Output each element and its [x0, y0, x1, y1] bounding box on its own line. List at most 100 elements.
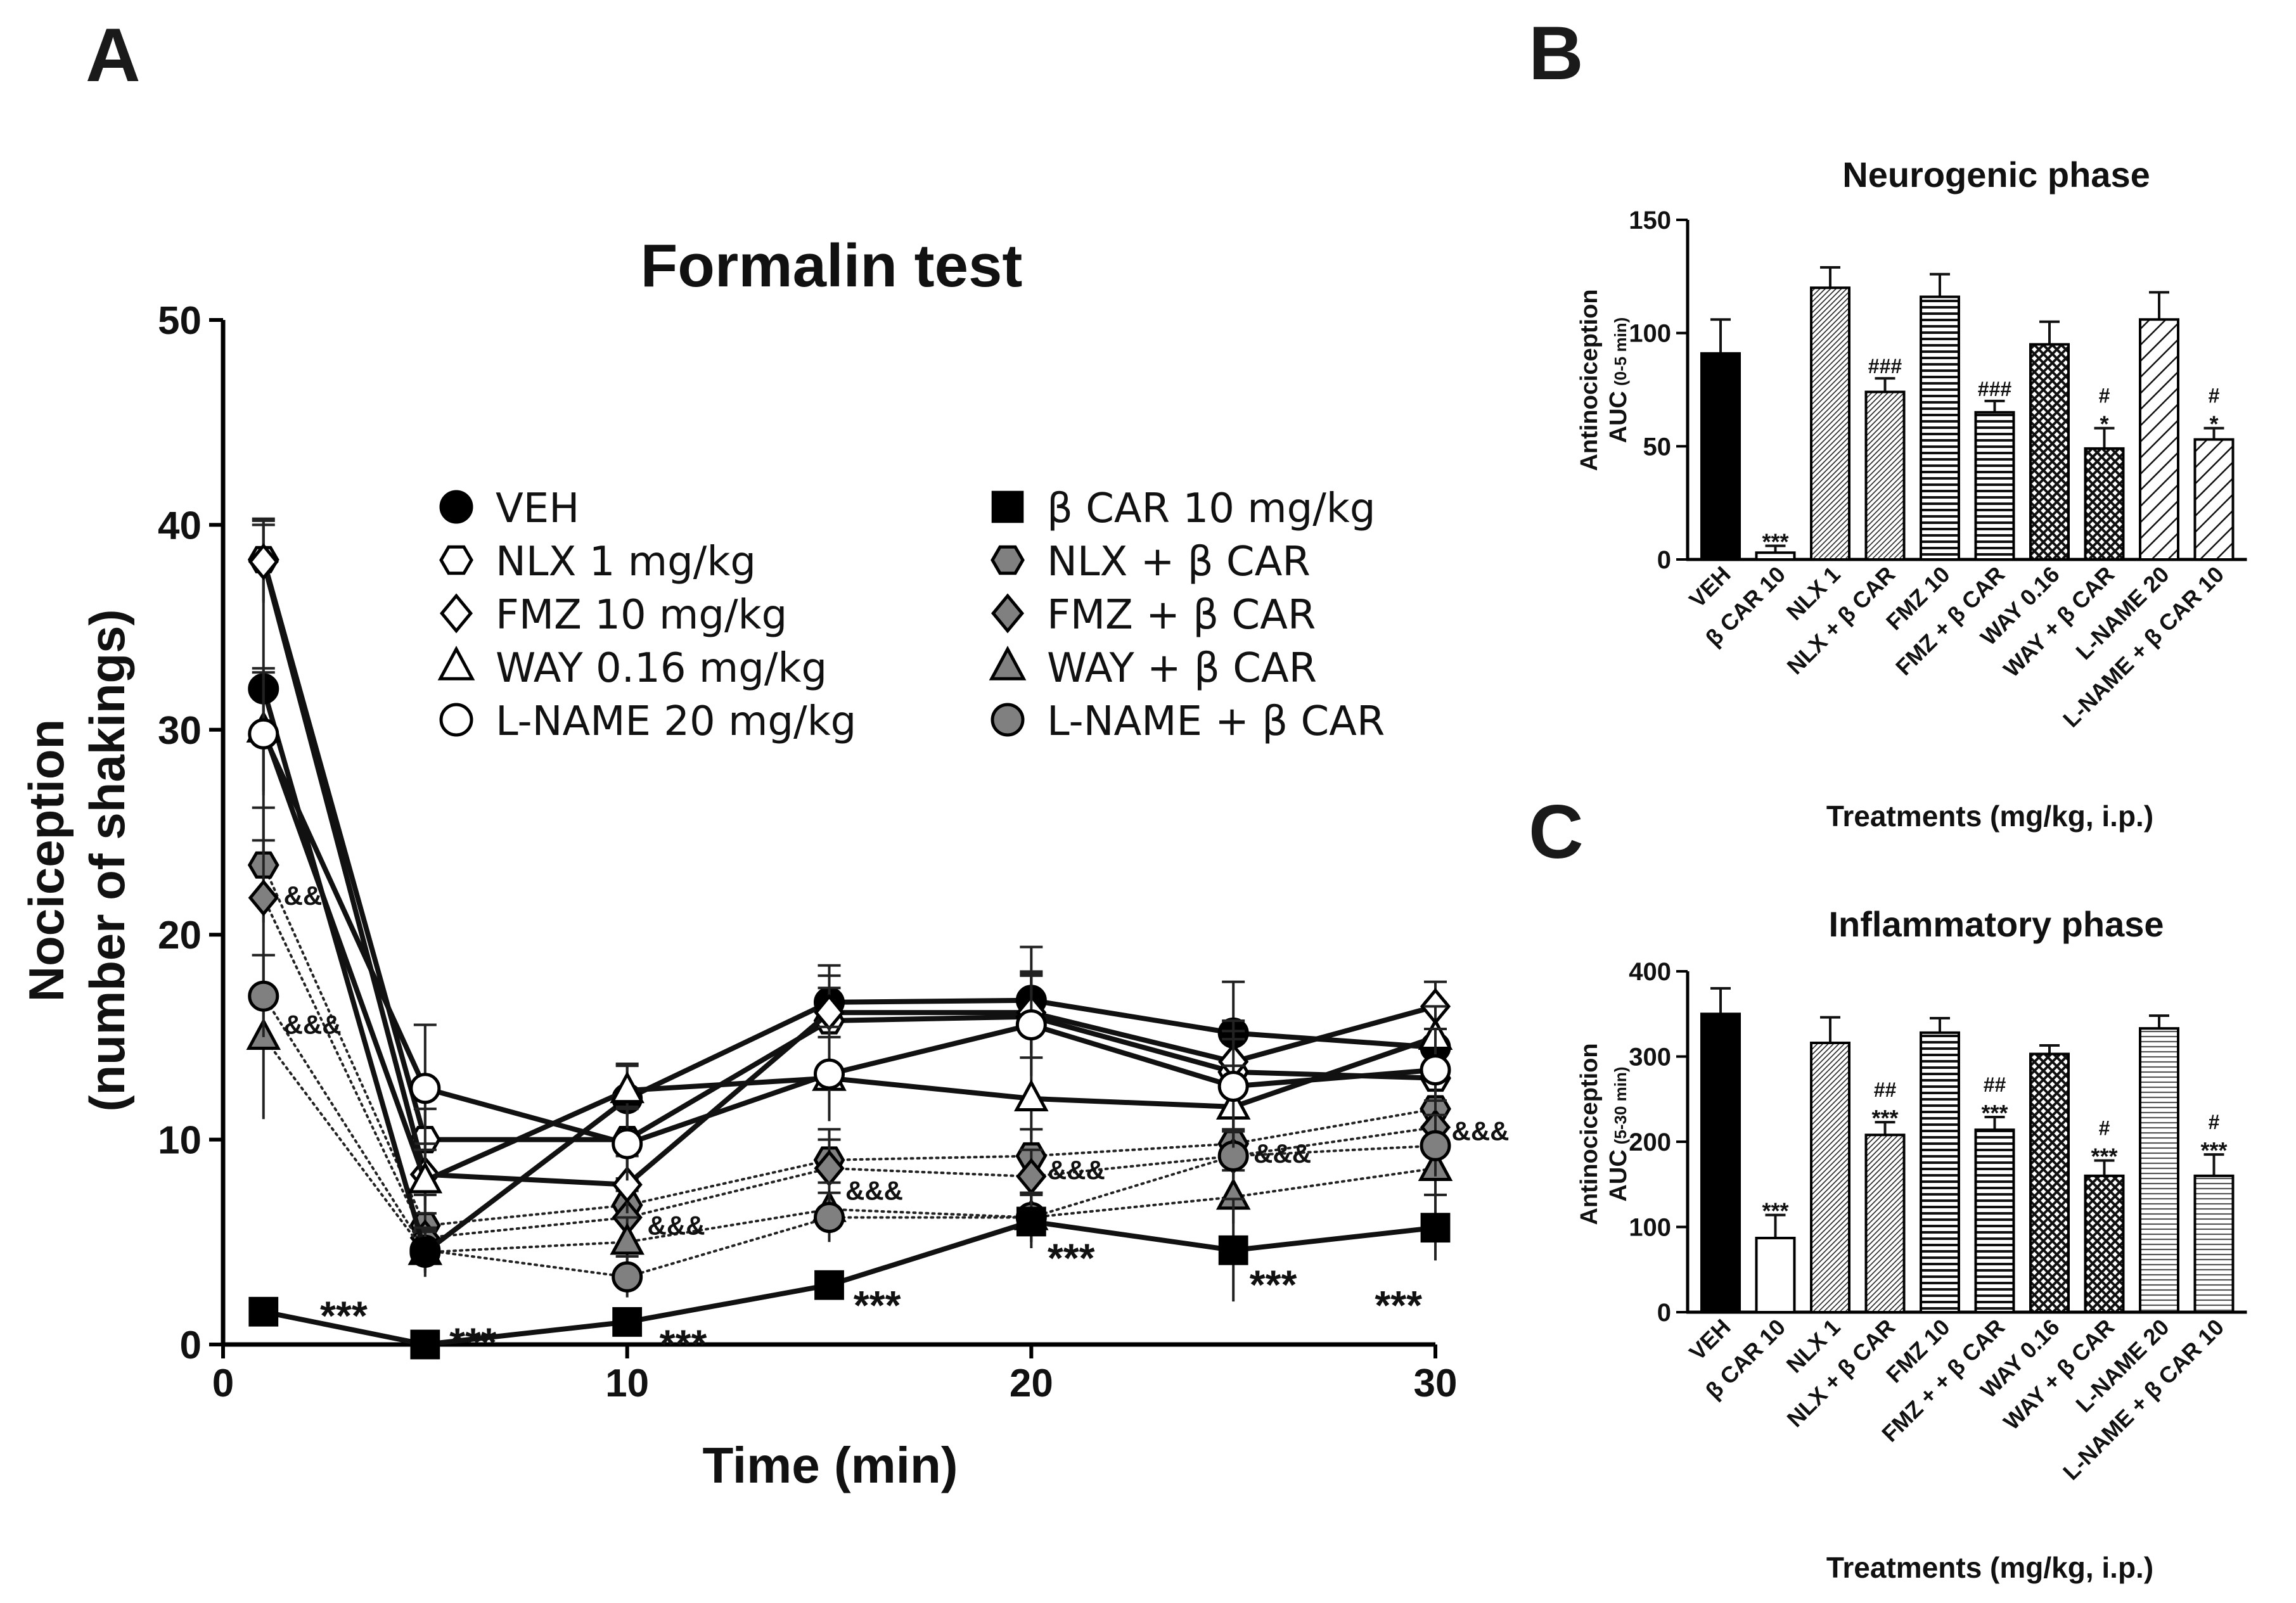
- chart-c-significance-1-0: ***: [1762, 1198, 1788, 1224]
- legend-marker-way-0-16-mg-kg: [437, 646, 475, 680]
- chart-a-annotation-4: ***: [1048, 1236, 1095, 1281]
- legend-item-l-name-beta-car: L-NAME + β CAR: [991, 698, 1385, 745]
- bar-chart-neurogenic: Neurogenic phase Antinociception AUC (0-5…: [1576, 155, 2247, 833]
- chart-b-bar-way-beta-car: [2084, 447, 2125, 561]
- bar-chart-inflammatory: Inflammatory phase Antinociception AUC (5…: [1576, 904, 2247, 1584]
- point-l-name-20-mg-kg-3: [814, 1058, 845, 1090]
- chart-b-title: Neurogenic phase: [1842, 155, 2150, 195]
- chart-b-bar-l-name-20: [2139, 318, 2179, 561]
- point-beta-car-10-mg-kg-6: [1420, 1213, 1451, 1243]
- chart-a-ylabel-line1: Nociception: [18, 719, 74, 1002]
- series-l-name-20-mg-kg: [248, 671, 1451, 1181]
- chart-a-annotation-3: ***: [854, 1282, 901, 1328]
- legend-item-beta-car-10-mg-kg: β CAR 10 mg/kg: [991, 485, 1375, 532]
- chart-c-bar-nlx-beta-car: [1864, 1134, 1906, 1313]
- chart-c-significance-7-1: ***: [2091, 1144, 2117, 1170]
- chart-b-bar-veh: [1700, 352, 1741, 561]
- point-fmz-10-mg-kg-0: [248, 543, 279, 580]
- chart-c-bar-way-beta-car: [2084, 1174, 2125, 1314]
- chart-a-annotation-6: ***: [1375, 1282, 1422, 1328]
- legend-marker-nlx-1-mg-kg: [439, 545, 473, 575]
- legend-marker-way-beta-car: [989, 646, 1027, 680]
- chart-b-ylabel-line1: Antinociception: [1576, 289, 1603, 471]
- point-way-0-16-mg-kg-4: [1014, 1079, 1049, 1111]
- chart-a-xtick-label-0: 0: [212, 1362, 234, 1405]
- chart-c-bar-l-name-20: [2139, 1027, 2179, 1313]
- legend-label-way-beta-car: WAY + β CAR: [1047, 645, 1317, 692]
- chart-b-ytick-label-3: 150: [1629, 207, 1671, 234]
- chart-c-ylabel-line2: AUC (5-30 min): [1605, 1066, 1632, 1201]
- legend-label-beta-car-10-mg-kg: β CAR 10 mg/kg: [1047, 485, 1375, 532]
- point-way-beta-car-2: [610, 1222, 645, 1255]
- point-way-0-16-mg-kg-2: [610, 1071, 645, 1104]
- point-veh-1: [409, 1236, 441, 1268]
- legend-item-l-name-20-mg-kg: L-NAME 20 mg/kg: [439, 698, 856, 745]
- chart-a-title: Formalin test: [641, 232, 1023, 300]
- legend-label-fmz-10-mg-kg: FMZ 10 mg/kg: [496, 592, 787, 639]
- chart-a-annotation-12: &&&: [1254, 1139, 1311, 1168]
- chart-b-significance-5-0: ###: [1978, 378, 2012, 400]
- chart-c-bar-l-name-beta-car-10: [2193, 1174, 2235, 1314]
- chart-b-significance-3-0: ###: [1868, 355, 1902, 378]
- chart-a-ylabel-line2: (number of shakings): [79, 609, 135, 1111]
- chart-a-ytick-label-1: 10: [158, 1119, 202, 1163]
- chart-b-bar-way-0-16: [2029, 343, 2070, 561]
- point-l-name-20-mg-kg-2: [612, 1128, 643, 1159]
- chart-a-annotation-13: &&&: [1452, 1116, 1510, 1146]
- chart-c-significance-5-0: ##: [1984, 1073, 2006, 1096]
- chart-a-ytick-label-0: 0: [180, 1324, 202, 1367]
- point-l-name-20-mg-kg-6: [1420, 1054, 1451, 1086]
- chart-c-bar-nlx-1: [1810, 1041, 1850, 1313]
- chart-c-bar-beta-car-10: [1755, 1236, 1796, 1313]
- point-l-name-beta-car-6: [1420, 1130, 1451, 1161]
- chart-b-significance-7-1: *: [2100, 411, 2108, 437]
- chart-b-ylabel-line2: AUC (0-5 min): [1605, 317, 1632, 444]
- chart-c-ytick-label-3: 300: [1629, 1044, 1671, 1071]
- chart-a-xlabel: Time (min): [702, 1437, 958, 1493]
- legend-item-way-beta-car: WAY + β CAR: [989, 645, 1317, 692]
- point-fmz-10-mg-kg-2: [612, 1166, 643, 1203]
- chart-c-ylabel-sub: (5-30 min): [1611, 1066, 1630, 1144]
- chart-c-significance-3-0: ##: [1874, 1078, 1897, 1101]
- panel-label-a: A: [86, 13, 141, 98]
- legend-label-nlx-1-mg-kg: NLX 1 mg/kg: [496, 539, 756, 585]
- chart-b-ylabel-sub: (0-5 min): [1611, 317, 1630, 386]
- legend-label-veh: VEH: [496, 485, 579, 532]
- legend-marker-nlx-beta-car: [991, 545, 1025, 575]
- chart-b-significance-9-0: #: [2209, 385, 2220, 407]
- chart-b-ylabel-auc: AUC: [1605, 391, 1632, 443]
- chart-c-bar-way-0-16: [2029, 1052, 2070, 1313]
- chart-b-xlabel: Treatments (mg/kg, i.p.): [1826, 800, 2153, 833]
- legend-marker-l-name-beta-car: [991, 703, 1025, 737]
- point-l-name-20-mg-kg-4: [1015, 1009, 1047, 1040]
- chart-a-annotation-8: &&&: [284, 1009, 342, 1039]
- point-beta-car-10-mg-kg-3: [814, 1270, 844, 1300]
- chart-b-bar-beta-car-10: [1755, 551, 1796, 561]
- legend-item-way-0-16-mg-kg: WAY 0.16 mg/kg: [437, 645, 827, 692]
- point-way-0-16-mg-kg-1: [407, 1161, 443, 1194]
- chart-b-significance-7-0: #: [2099, 385, 2110, 407]
- point-l-name-20-mg-kg-0: [248, 718, 279, 750]
- chart-a-xtick-label-1: 10: [605, 1362, 649, 1405]
- panel-label-b: B: [1529, 11, 1584, 96]
- chart-b-ytick-label-2: 100: [1629, 320, 1671, 348]
- chart-a-annotation-9: &&&: [648, 1210, 705, 1240]
- chart-a-ytick-label-5: 50: [158, 299, 202, 343]
- legend-marker-fmz-10-mg-kg: [439, 593, 473, 634]
- chart-c-bar-fmz-10: [1920, 1031, 1960, 1313]
- chart-a-annotation-1: ***: [449, 1319, 497, 1365]
- chart-c-xlabel: Treatments (mg/kg, i.p.): [1826, 1551, 2153, 1584]
- point-l-name-20-mg-kg-1: [409, 1073, 441, 1104]
- chart-b-significance-1-0: ***: [1762, 529, 1788, 555]
- chart-c-significance-7-0: #: [2099, 1117, 2110, 1140]
- chart-c-bar-fmz-beta-car: [1974, 1128, 2015, 1314]
- point-fmz-beta-car-0: [248, 879, 279, 917]
- chart-c-ytick-label-0: 0: [1657, 1299, 1671, 1327]
- chart-a-annotation-7: &&: [284, 881, 323, 910]
- chart-a-ytick-label-4: 40: [158, 504, 202, 547]
- panel-label-c: C: [1529, 789, 1584, 874]
- chart-c-ytick-label-4: 400: [1629, 958, 1671, 986]
- series-line-l-name-beta-car: [262, 995, 1437, 1279]
- point-l-name-beta-car-2: [612, 1261, 643, 1293]
